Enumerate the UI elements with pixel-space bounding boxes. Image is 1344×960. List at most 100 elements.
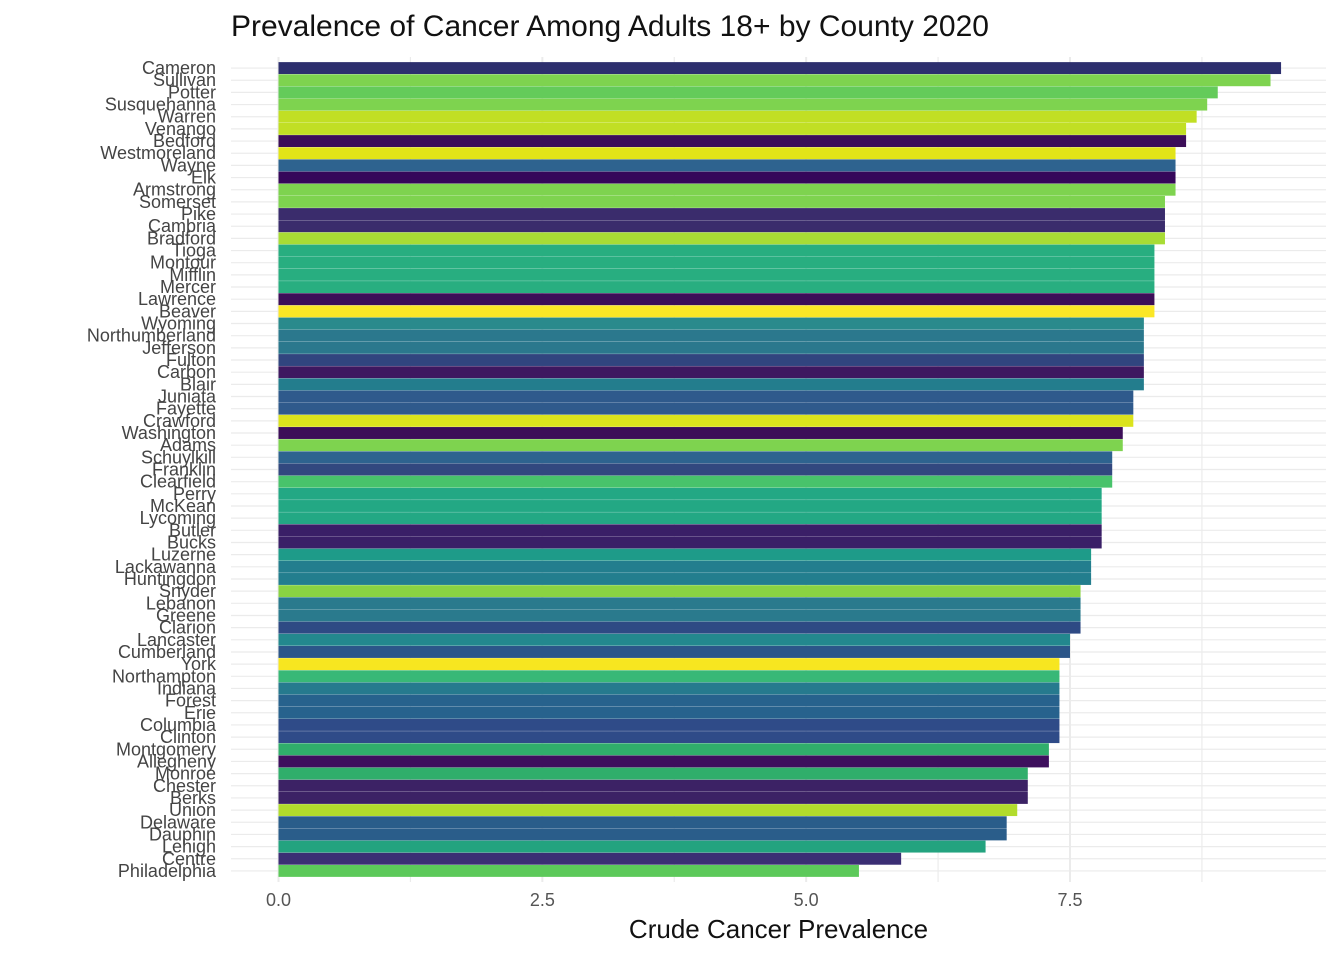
y-tick-label: Clearfield xyxy=(140,472,216,492)
chart-title: Prevalence of Cancer Among Adults 18+ by… xyxy=(231,10,989,43)
y-tick-label: Fulton xyxy=(166,350,216,370)
bar-pike xyxy=(278,208,1165,221)
y-tick-label: Delaware xyxy=(140,812,216,832)
y-tick-label: Lebanon xyxy=(146,593,216,613)
y-tick-label: Cameron xyxy=(142,58,216,78)
x-tick-label: 7.5 xyxy=(1057,890,1082,910)
y-tick-label: Blair xyxy=(180,374,216,394)
x-axis-ticks: 0.0 2.5 5.0 7.5 xyxy=(266,890,1083,910)
y-tick-label: Indiana xyxy=(157,678,217,698)
y-tick-label: Pike xyxy=(181,204,216,224)
y-tick-label: Westmoreland xyxy=(100,143,216,163)
x-tick-label: 2.5 xyxy=(530,890,555,910)
bars xyxy=(278,62,1282,877)
bar-carbon xyxy=(278,366,1144,379)
bar-beaver xyxy=(278,305,1155,318)
bar-bedford xyxy=(278,135,1187,148)
y-tick-label: Columbia xyxy=(140,715,217,735)
y-tick-label: Somerset xyxy=(139,192,216,212)
bar-mifflin xyxy=(278,268,1155,281)
bar-fulton xyxy=(278,354,1144,366)
y-tick-label: Dauphin xyxy=(149,824,216,844)
bar-delaware xyxy=(278,816,1007,829)
y-tick-label: Warren xyxy=(158,107,216,127)
bar-northampton xyxy=(278,670,1060,683)
y-tick-label: Cumberland xyxy=(118,642,216,662)
y-tick-label: Lycoming xyxy=(140,508,216,528)
bar-montour xyxy=(278,256,1155,269)
y-tick-label: York xyxy=(181,654,217,674)
bar-wyoming xyxy=(278,317,1144,330)
y-tick-label: Franklin xyxy=(152,460,216,480)
bar-montgomery xyxy=(278,743,1049,756)
y-tick-label: Carbon xyxy=(157,362,216,382)
y-tick-label: Montour xyxy=(150,253,216,273)
bar-columbia xyxy=(278,718,1060,731)
bar-dauphin xyxy=(278,828,1007,841)
y-tick-label: Perry xyxy=(173,484,216,504)
y-tick-label: Snyder xyxy=(159,581,216,601)
bar-northumberland xyxy=(278,329,1144,342)
bar-mckean xyxy=(278,500,1102,512)
y-tick-label: Union xyxy=(169,800,216,820)
y-tick-label: Mifflin xyxy=(169,265,216,285)
y-tick-label: Northampton xyxy=(112,666,216,686)
bar-schuylkill xyxy=(278,451,1113,464)
y-tick-label: Potter xyxy=(168,82,216,102)
bar-adams xyxy=(278,439,1123,452)
bar-bucks xyxy=(278,536,1102,549)
y-tick-label: Crawford xyxy=(143,411,216,431)
bar-greene xyxy=(278,609,1081,622)
y-axis-labels: CameronSullivanPotterSusquehannaWarrenVe… xyxy=(87,58,217,881)
x-tick-label: 0.0 xyxy=(266,890,291,910)
bar-snyder xyxy=(278,585,1081,598)
bar-forest xyxy=(278,694,1060,707)
x-axis-title: Crude Cancer Prevalence xyxy=(628,914,929,944)
bar-butler xyxy=(278,524,1102,537)
bar-jefferson xyxy=(278,341,1144,354)
bar-lawrence xyxy=(278,293,1155,306)
bar-blair xyxy=(278,378,1144,391)
y-tick-label: Susquehanna xyxy=(105,95,217,115)
y-tick-label: Lehigh xyxy=(162,837,216,857)
bar-warren xyxy=(278,110,1197,123)
y-tick-label: Venango xyxy=(145,119,216,139)
bar-lackawanna xyxy=(278,560,1092,573)
y-tick-label: Clarion xyxy=(159,618,216,638)
bar-lehigh xyxy=(278,840,986,853)
y-tick-label: Elk xyxy=(191,168,217,188)
y-tick-label: Butler xyxy=(169,520,216,540)
bar-berks xyxy=(278,791,1028,804)
bar-somerset xyxy=(278,195,1165,208)
bar-clinton xyxy=(278,731,1060,744)
bar-susquehanna xyxy=(278,98,1208,111)
bar-lancaster xyxy=(278,633,1070,646)
bar-franklin xyxy=(278,463,1113,476)
y-tick-label: Berks xyxy=(170,788,216,808)
y-tick-label: Adams xyxy=(160,435,216,455)
y-tick-label: Chester xyxy=(153,776,216,796)
bar-cameron xyxy=(278,62,1282,75)
y-tick-label: Washington xyxy=(122,423,216,443)
bar-washington xyxy=(278,427,1123,439)
bar-armstrong xyxy=(278,183,1176,196)
bar-centre xyxy=(278,852,902,865)
bar-mercer xyxy=(278,281,1155,293)
y-tick-label: Lawrence xyxy=(138,289,216,309)
y-tick-label: Bradford xyxy=(147,228,216,248)
bar-elk xyxy=(278,171,1176,184)
bar-fayette xyxy=(278,402,1134,415)
y-tick-label: Huntingdon xyxy=(124,569,216,589)
bar-lycoming xyxy=(278,512,1102,525)
bar-cumberland xyxy=(278,646,1070,658)
bar-tioga xyxy=(278,244,1155,257)
bar-sullivan xyxy=(278,74,1271,87)
bar-clearfield xyxy=(278,475,1113,488)
y-tick-label: Cambria xyxy=(148,216,217,236)
bar-cambria xyxy=(278,220,1165,233)
y-tick-label: Allegheny xyxy=(137,751,216,771)
bar-clarion xyxy=(278,621,1081,634)
bar-crawford xyxy=(278,414,1134,427)
y-tick-label: Beaver xyxy=(159,301,216,321)
